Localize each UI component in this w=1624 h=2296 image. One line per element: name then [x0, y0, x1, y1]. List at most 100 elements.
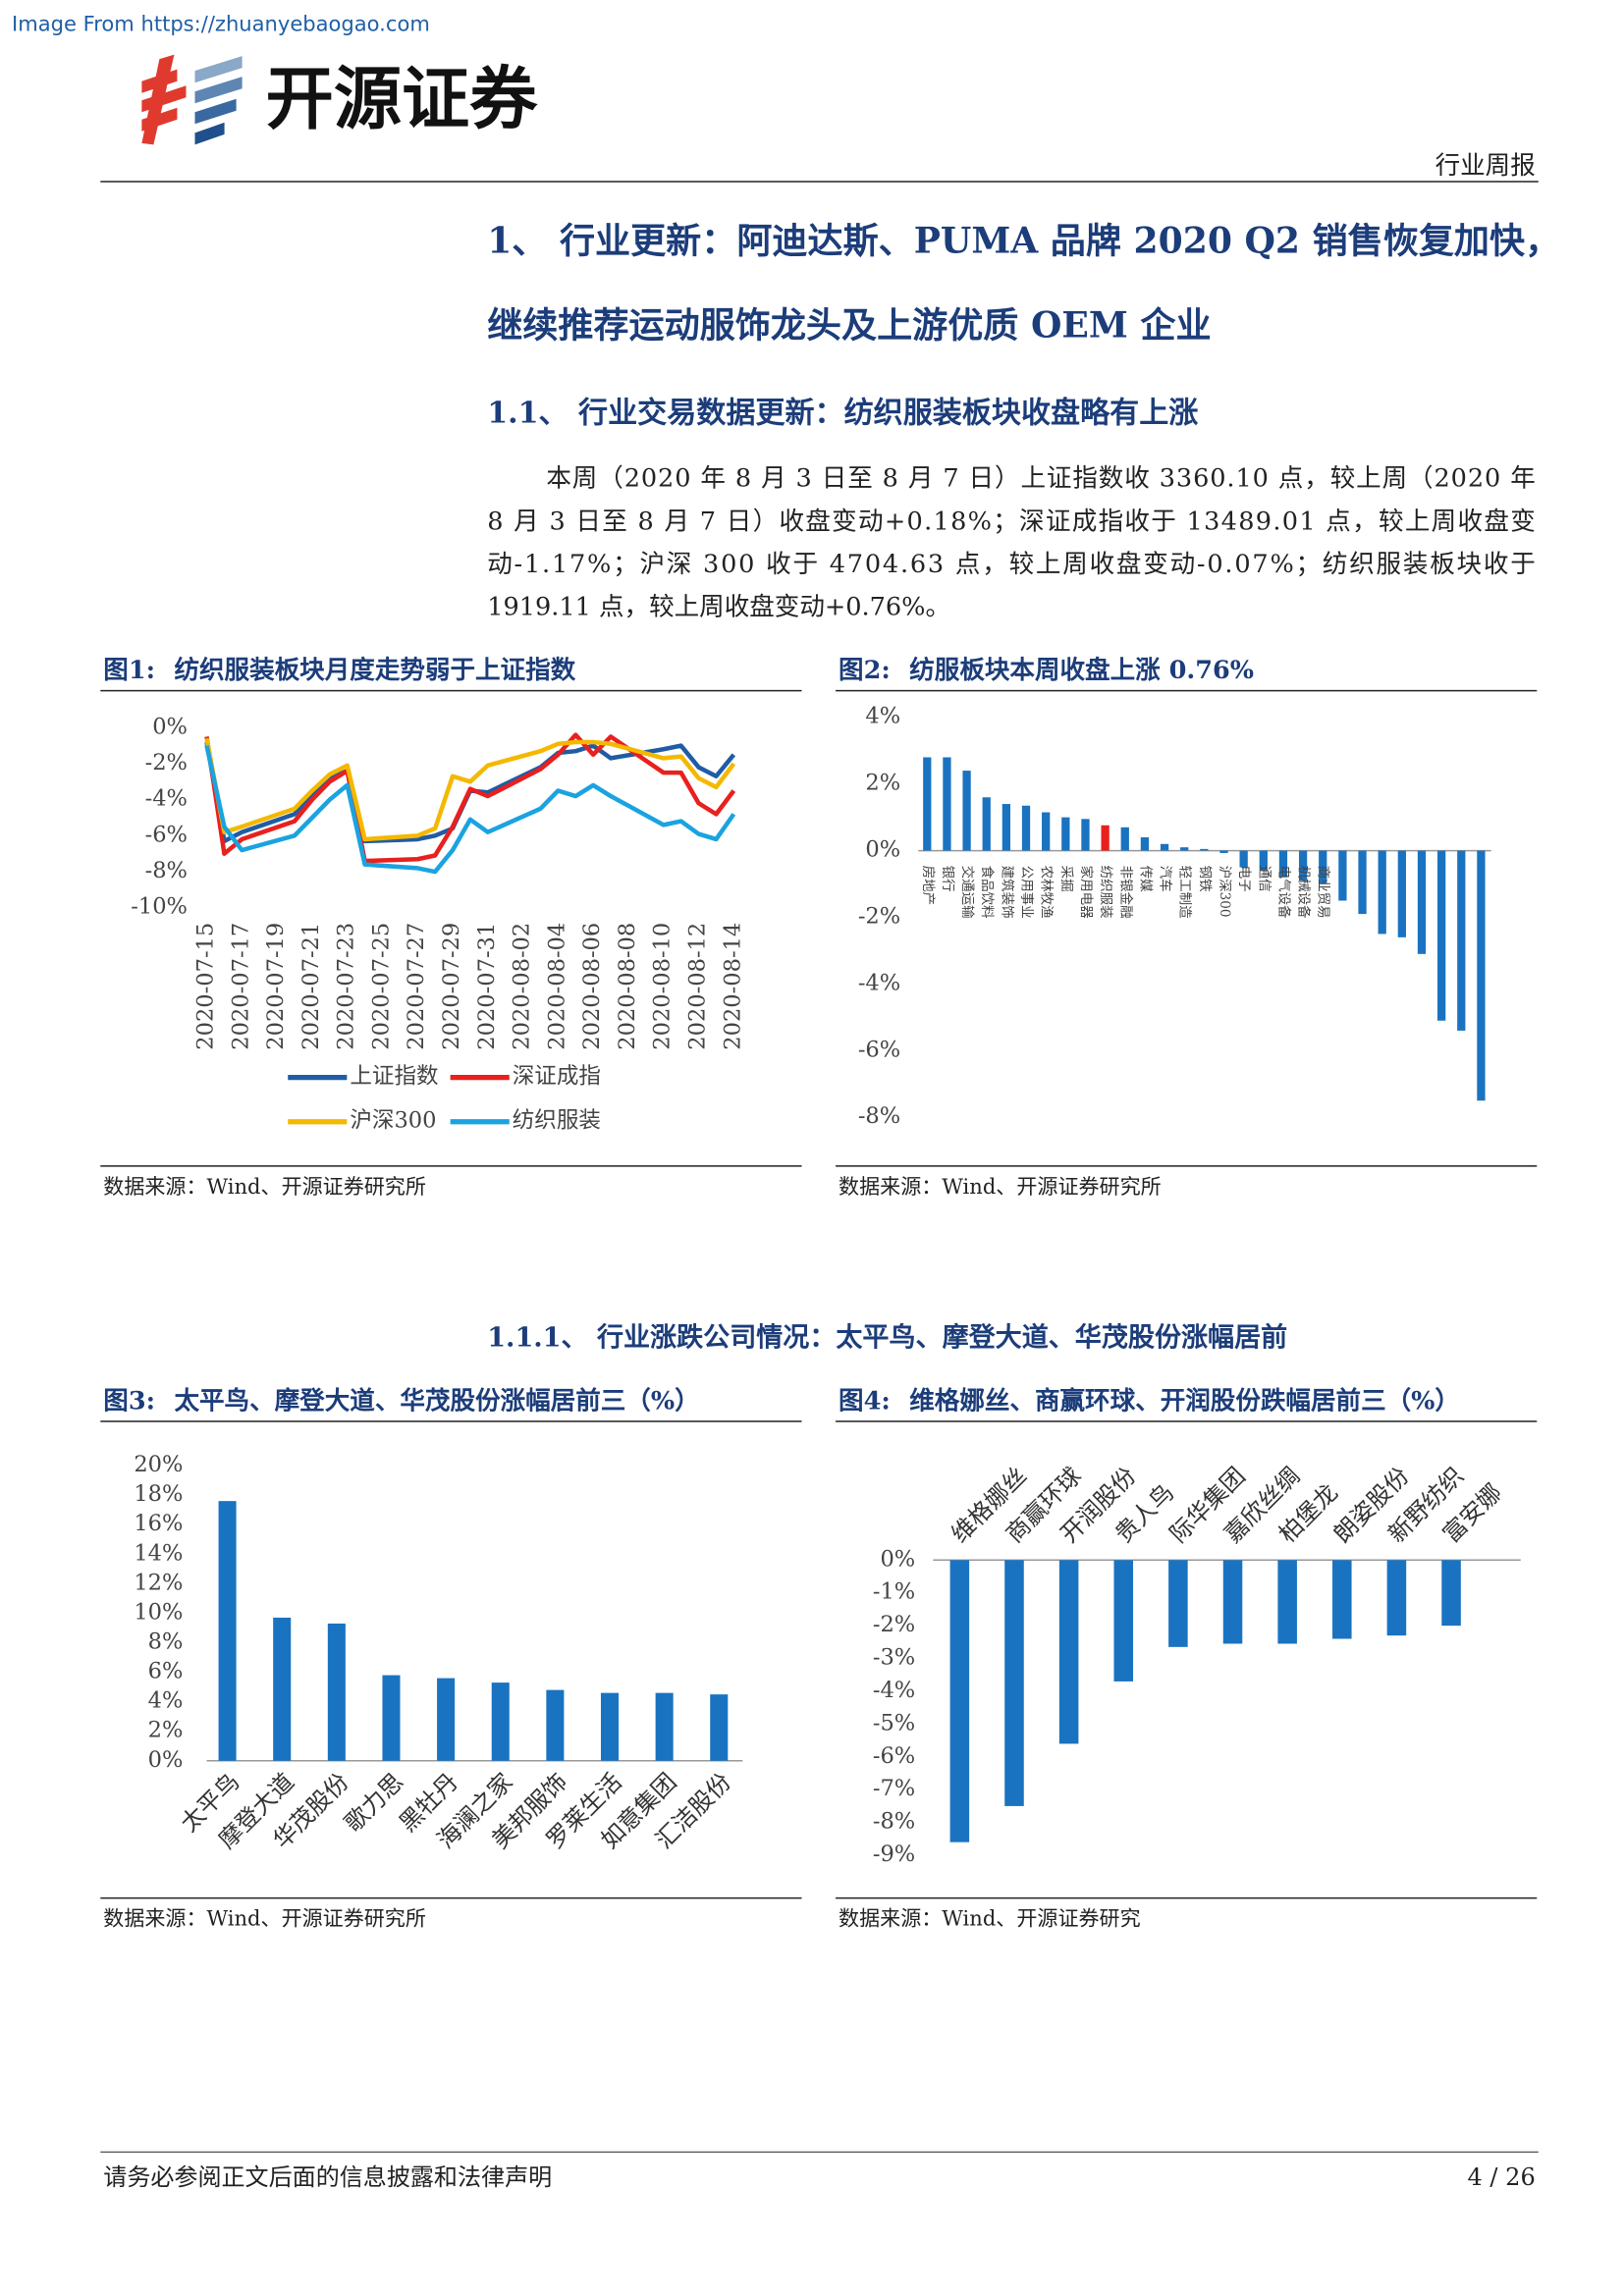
- bar: [1298, 850, 1308, 881]
- figure-label: 图1:: [103, 656, 155, 685]
- x-tick-label: 2020-07-25: [368, 923, 394, 1050]
- bar: [1200, 848, 1209, 851]
- x-tick-label: 银行: [940, 866, 955, 892]
- y-tick-label: 0%: [148, 1747, 184, 1773]
- y-tick-label: -6%: [145, 822, 188, 847]
- bar: [1061, 817, 1070, 851]
- bar: [1140, 836, 1150, 851]
- y-tick-label: -4%: [858, 970, 900, 995]
- paragraph-line: 1919.11 点，较上周收盘变动+0.76%。: [487, 592, 950, 621]
- x-tick-label: 钢铁: [1197, 866, 1213, 893]
- x-tick-label: 电子: [1236, 866, 1252, 892]
- y-tick-label: -3%: [873, 1645, 915, 1671]
- figure-title: 维格娜丝、商赢环球、开润股份跌幅居前三（%）: [909, 1386, 1460, 1415]
- bar: [943, 757, 951, 851]
- logo: [141, 54, 243, 145]
- bar: [1113, 1560, 1134, 1682]
- x-tick-label: 2020-08-08: [615, 923, 640, 1050]
- bar: [1180, 847, 1189, 851]
- x-tick-label: 2020-08-04: [544, 923, 569, 1050]
- y-tick-label: 8%: [148, 1629, 184, 1655]
- heading: 1、 行业更新：阿迪达斯、PUMA 品牌 2020 Q2 销售恢复加快，: [487, 220, 1560, 262]
- bar: [655, 1692, 674, 1761]
- x-tick-label: 农林牧渔: [1039, 866, 1055, 919]
- x-tick-label: 2020-07-29: [439, 923, 464, 1050]
- x-tick-label: 公用事业: [1019, 866, 1035, 919]
- y-tick-label: -8%: [858, 1103, 900, 1129]
- x-tick-label: 2020-07-27: [404, 923, 429, 1050]
- y-tick-label: -4%: [145, 786, 188, 812]
- disclaimer: 请务必参阅正文后面的信息披露和法律声明: [103, 2163, 552, 2191]
- bar: [1004, 1560, 1024, 1806]
- figure-source: 数据来源：Wind、开源证券研究所: [839, 1174, 1162, 1199]
- bar: [600, 1692, 620, 1761]
- bar: [1160, 843, 1169, 851]
- x-tick-label: 2020-08-14: [720, 923, 745, 1050]
- bar: [710, 1694, 729, 1761]
- x-tick-label: 2020-08-10: [650, 923, 676, 1050]
- y-tick-label: -6%: [873, 1743, 915, 1769]
- y-tick-label: -7%: [873, 1776, 915, 1801]
- brand: 开源证券: [266, 60, 538, 138]
- bar: [1338, 850, 1347, 901]
- bar: [1332, 1560, 1352, 1639]
- y-tick-label: 14%: [134, 1540, 183, 1566]
- legend-label: 深证成指: [513, 1064, 601, 1090]
- figure-source: 数据来源：Wind、开源证券研究: [839, 1906, 1141, 1931]
- x-tick-label: 电气设备: [1275, 866, 1292, 920]
- bar: [1168, 1560, 1188, 1647]
- bar: [949, 1560, 970, 1842]
- x-tick-label: 非银金融: [1117, 866, 1133, 920]
- bar: [273, 1617, 292, 1761]
- y-tick-label: 0%: [152, 714, 188, 739]
- bar: [546, 1689, 565, 1761]
- bar: [1259, 850, 1268, 871]
- x-tick-label: 2020-07-17: [228, 923, 253, 1050]
- y-tick-label: -2%: [858, 903, 900, 929]
- paragraph-line: 8 月 3 日至 8 月 7 日）收盘变动+0.18%；深证成指收于 13489…: [487, 507, 1536, 536]
- bar: [382, 1675, 401, 1761]
- y-tick-label: -10%: [131, 894, 188, 920]
- bar: [218, 1501, 237, 1761]
- y-tick-label: -5%: [873, 1710, 915, 1735]
- y-tick-label: 6%: [148, 1659, 184, 1684]
- bar: [1001, 804, 1011, 851]
- y-tick-label: -1%: [873, 1579, 915, 1605]
- bar: [1239, 850, 1248, 868]
- bar: [1058, 1560, 1079, 1744]
- x-tick-label: 轻工制造: [1177, 866, 1193, 920]
- x-tick-label: 2020-07-23: [334, 923, 359, 1050]
- y-tick-label: 2%: [865, 771, 900, 796]
- y-tick-label: -9%: [873, 1842, 915, 1867]
- bar: [1042, 812, 1051, 851]
- x-tick-label: 2020-07-19: [263, 923, 289, 1050]
- y-tick-label: -2%: [873, 1612, 915, 1637]
- bar: [1222, 1560, 1243, 1644]
- bar: [1397, 850, 1406, 937]
- bar: [1021, 805, 1031, 851]
- paragraph-line: 本周（2020 年 8 月 3 日至 8 月 7 日）上证指数收 3360.10…: [546, 464, 1535, 494]
- bar: [1457, 850, 1466, 1031]
- y-tick-label: 0%: [865, 837, 900, 863]
- paragraph-line: 动-1.17%；沪深 300 收于 4704.63 点，较上周收盘变动-0.07…: [487, 550, 1536, 579]
- x-tick-label: 2020-08-06: [579, 923, 605, 1050]
- bar: [962, 771, 971, 851]
- x-tick-label: 商业贸易: [1316, 866, 1331, 919]
- x-tick-label: 采掘: [1058, 866, 1074, 892]
- figure-title: 纺服板块本周收盘上涨 0.76%: [909, 656, 1254, 685]
- y-tick-label: -4%: [873, 1678, 915, 1703]
- y-tick-label: -8%: [145, 858, 188, 883]
- bar: [1378, 850, 1386, 934]
- y-tick-label: 12%: [134, 1570, 183, 1595]
- series-line: [204, 732, 736, 864]
- bar: [1437, 850, 1446, 1021]
- y-tick-label: -8%: [873, 1809, 915, 1835]
- bar: [1101, 825, 1110, 851]
- x-tick-label: 食品饮料: [979, 866, 996, 920]
- y-tick-label: 4%: [865, 704, 900, 729]
- figure-source: 数据来源：Wind、开源证券研究所: [103, 1906, 426, 1931]
- x-tick-label: 传媒: [1137, 866, 1153, 893]
- x-tick-label: 2020-07-15: [193, 923, 219, 1050]
- legend-label: 纺织服装: [513, 1108, 601, 1134]
